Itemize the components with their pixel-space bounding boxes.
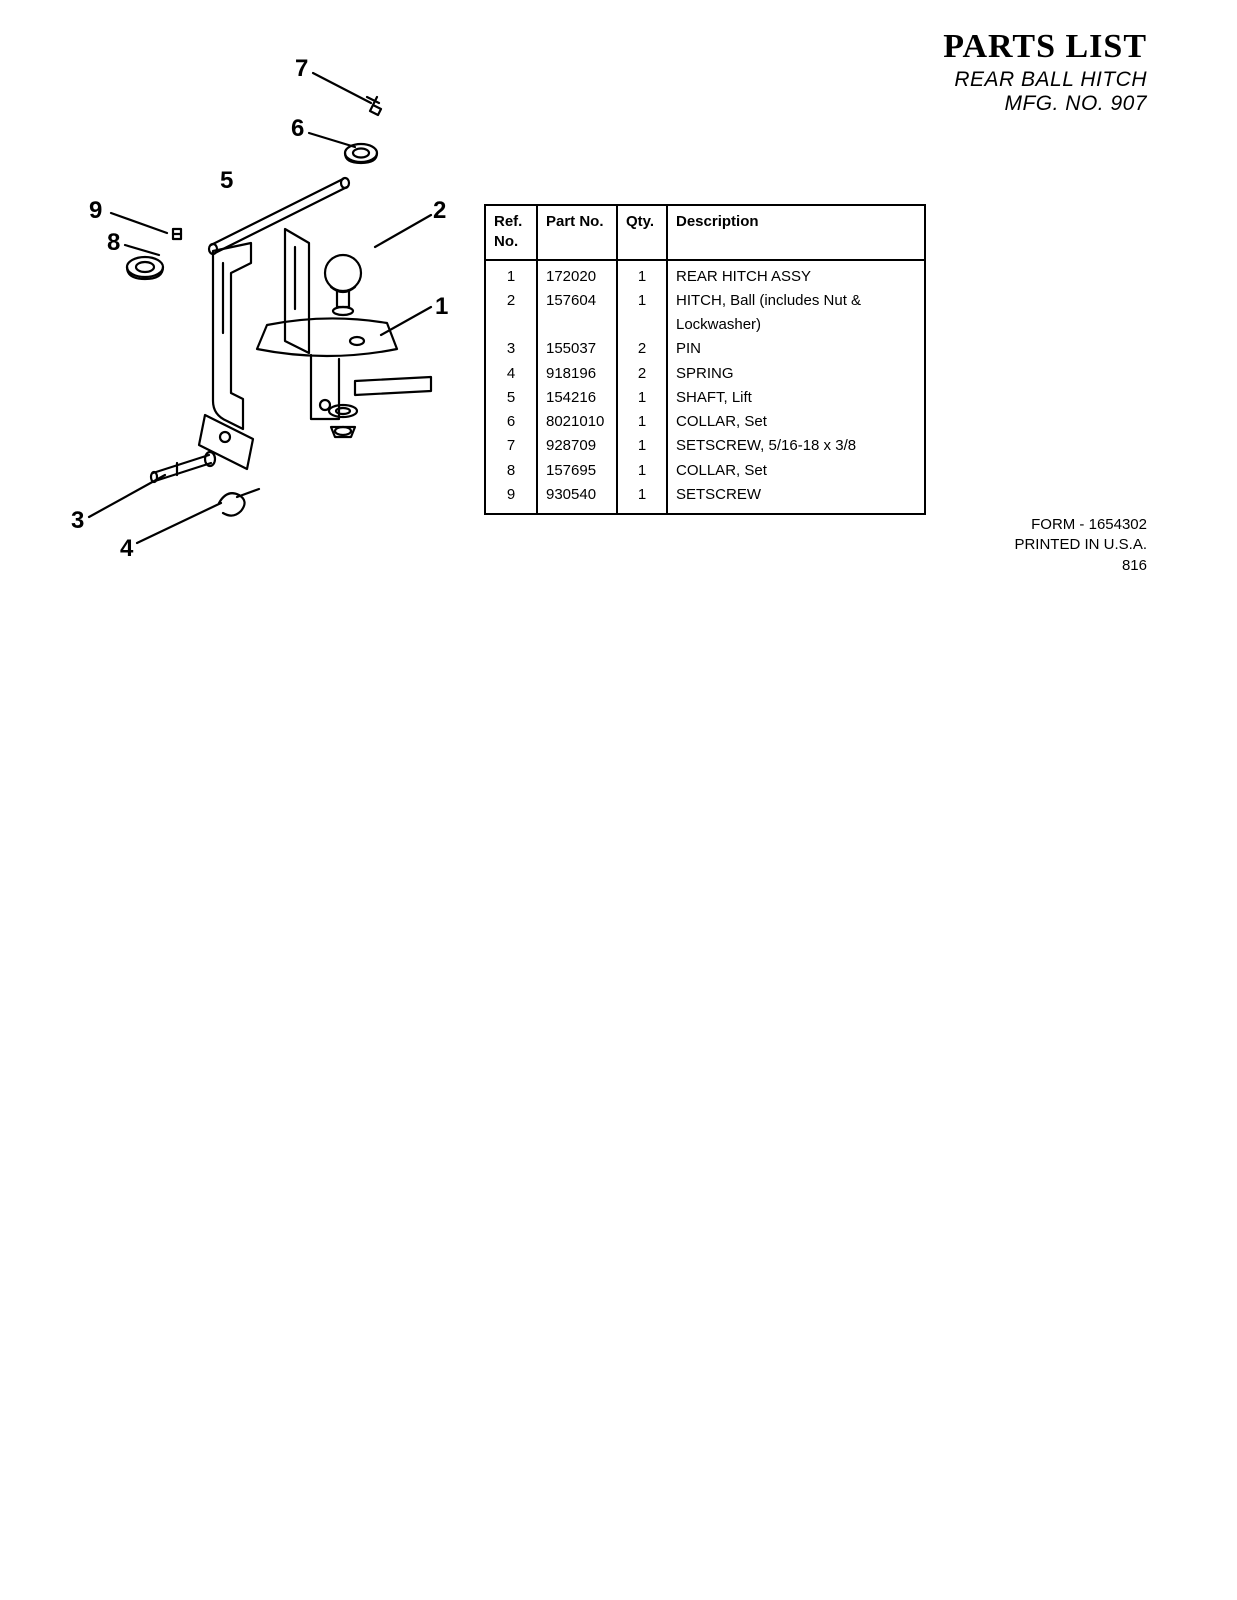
cell-ref: 8 xyxy=(485,459,537,483)
cell-part xyxy=(537,313,617,337)
table-row: Lockwasher) xyxy=(485,313,925,337)
diagram-callout: 6 xyxy=(291,115,304,143)
diagram-callout: 1 xyxy=(435,293,448,321)
col-header-desc: Description xyxy=(667,205,925,260)
table-row: 51542161SHAFT, Lift xyxy=(485,386,925,410)
table-row: 21576041HITCH, Ball (includes Nut & xyxy=(485,289,925,313)
cell-part: 157695 xyxy=(537,459,617,483)
cell-desc: HITCH, Ball (includes Nut & xyxy=(667,289,925,313)
cell-part: 928709 xyxy=(537,434,617,458)
page-title: PARTS LIST xyxy=(943,28,1147,66)
cell-desc-continuation: Lockwasher) xyxy=(667,313,925,337)
printed-in: PRINTED IN U.S.A. xyxy=(1014,535,1147,555)
form-number: FORM - 1654302 xyxy=(1014,515,1147,535)
table-row: 79287091SETSCREW, 5/16-18 x 3/8 xyxy=(485,434,925,458)
cell-desc: REAR HITCH ASSY xyxy=(667,260,925,289)
cell-part: 157604 xyxy=(537,289,617,313)
page: PARTS LIST REAR BALL HITCH MFG. NO. 907 xyxy=(0,0,1237,1600)
footer-block: FORM - 1654302 PRINTED IN U.S.A. 816 xyxy=(1014,515,1147,576)
col-header-part: Part No. xyxy=(537,205,617,260)
cell-part: 930540 xyxy=(537,483,617,514)
cell-ref: 9 xyxy=(485,483,537,514)
diagram-callout: 2 xyxy=(433,197,446,225)
product-name: REAR BALL HITCH xyxy=(943,68,1147,92)
diagram-callout: 8 xyxy=(107,229,120,257)
table-header-row: Ref. No. Part No. Qty. Description xyxy=(485,205,925,260)
cell-part: 918196 xyxy=(537,362,617,386)
cell-ref: 6 xyxy=(485,410,537,434)
cell-desc: PIN xyxy=(667,337,925,361)
cell-qty: 1 xyxy=(617,459,667,483)
cell-qty: 1 xyxy=(617,483,667,514)
diagram-svg xyxy=(55,55,475,565)
cell-qty: 1 xyxy=(617,434,667,458)
table-row: 81576951COLLAR, Set xyxy=(485,459,925,483)
cell-ref: 3 xyxy=(485,337,537,361)
cell-qty: 2 xyxy=(617,362,667,386)
diagram-callout: 5 xyxy=(220,167,233,195)
diagram-callout: 3 xyxy=(71,507,84,535)
table-row: 11720201REAR HITCH ASSY xyxy=(485,260,925,289)
diagram-callout: 7 xyxy=(295,55,308,83)
table-row: 680210101COLLAR, Set xyxy=(485,410,925,434)
cell-desc: SPRING xyxy=(667,362,925,386)
cell-qty xyxy=(617,313,667,337)
col-header-ref: Ref. No. xyxy=(485,205,537,260)
cell-desc: SHAFT, Lift xyxy=(667,386,925,410)
cell-ref: 1 xyxy=(485,260,537,289)
cell-desc: SETSCREW, 5/16-18 x 3/8 xyxy=(667,434,925,458)
cell-part: 172020 xyxy=(537,260,617,289)
table-row: 49181962SPRING xyxy=(485,362,925,386)
col-header-qty: Qty. xyxy=(617,205,667,260)
cell-qty: 1 xyxy=(617,289,667,313)
footer-code: 816 xyxy=(1014,556,1147,576)
diagram-callout: 9 xyxy=(89,197,102,225)
cell-ref: 5 xyxy=(485,386,537,410)
cell-ref: 2 xyxy=(485,289,537,313)
cell-part: 155037 xyxy=(537,337,617,361)
cell-desc: COLLAR, Set xyxy=(667,410,925,434)
cell-ref: 4 xyxy=(485,362,537,386)
cell-qty: 1 xyxy=(617,410,667,434)
cell-ref xyxy=(485,313,537,337)
parts-table-container: Ref. No. Part No. Qty. Description 11720… xyxy=(484,204,926,515)
table-row: 31550372PIN xyxy=(485,337,925,361)
mfg-number: MFG. NO. 907 xyxy=(943,92,1147,116)
header-block: PARTS LIST REAR BALL HITCH MFG. NO. 907 xyxy=(943,28,1147,116)
parts-table: Ref. No. Part No. Qty. Description 11720… xyxy=(484,204,926,515)
table-row: 99305401SETSCREW xyxy=(485,483,925,514)
cell-qty: 1 xyxy=(617,386,667,410)
cell-desc: SETSCREW xyxy=(667,483,925,514)
cell-desc: COLLAR, Set xyxy=(667,459,925,483)
cell-ref: 7 xyxy=(485,434,537,458)
diagram-callout: 4 xyxy=(120,535,133,563)
cell-qty: 2 xyxy=(617,337,667,361)
cell-part: 154216 xyxy=(537,386,617,410)
exploded-diagram: 7 6 5 98 2 1 3 4 xyxy=(55,55,475,565)
cell-part: 8021010 xyxy=(537,410,617,434)
cell-qty: 1 xyxy=(617,260,667,289)
